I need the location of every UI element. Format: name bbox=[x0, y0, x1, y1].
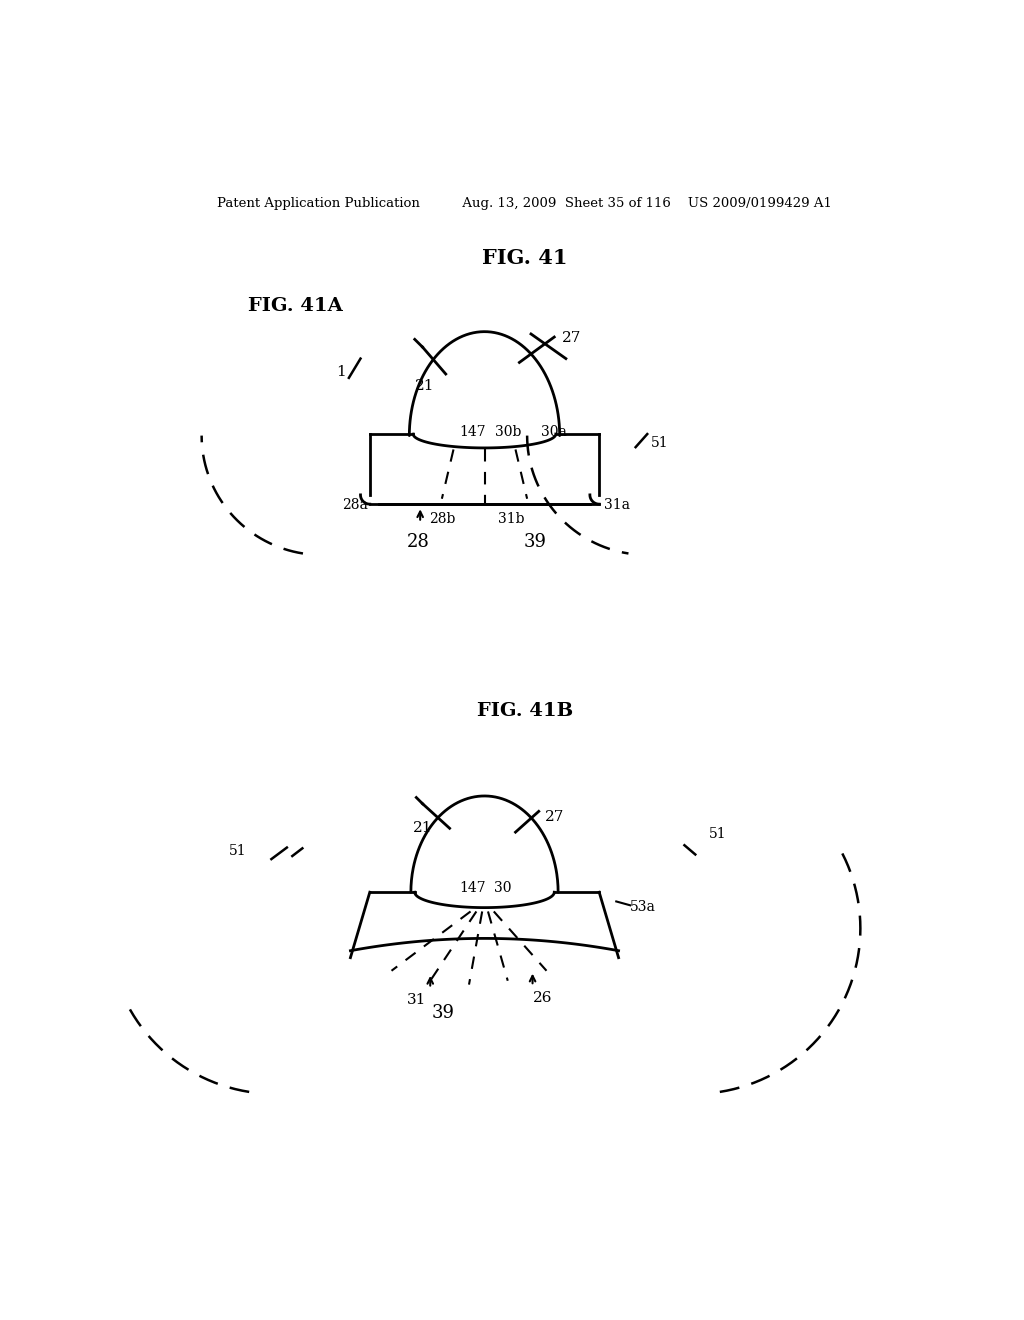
Text: FIG. 41B: FIG. 41B bbox=[477, 702, 572, 721]
Text: 51: 51 bbox=[710, 828, 727, 841]
Text: 51: 51 bbox=[651, 437, 669, 450]
Text: 53a: 53a bbox=[630, 900, 656, 913]
Text: 21: 21 bbox=[414, 821, 433, 836]
Text: 21: 21 bbox=[415, 379, 434, 392]
Text: 30: 30 bbox=[494, 882, 511, 895]
Text: 51: 51 bbox=[228, 845, 247, 858]
Text: 1: 1 bbox=[336, 366, 345, 379]
Text: 27: 27 bbox=[562, 331, 582, 345]
Text: 39: 39 bbox=[523, 533, 546, 550]
Text: 30a: 30a bbox=[541, 425, 567, 438]
Text: 39: 39 bbox=[432, 1005, 455, 1022]
Text: Patent Application Publication          Aug. 13, 2009  Sheet 35 of 116    US 200: Patent Application Publication Aug. 13, … bbox=[217, 197, 833, 210]
Text: 31b: 31b bbox=[499, 512, 525, 525]
Text: 26: 26 bbox=[532, 991, 552, 1005]
Text: 147: 147 bbox=[460, 882, 486, 895]
Text: 28: 28 bbox=[407, 533, 430, 550]
Text: 31: 31 bbox=[407, 993, 426, 1007]
Text: 28a: 28a bbox=[342, 498, 368, 512]
Text: FIG. 41: FIG. 41 bbox=[482, 248, 567, 268]
Text: FIG. 41A: FIG. 41A bbox=[248, 297, 343, 315]
Text: 30b: 30b bbox=[496, 425, 521, 438]
Text: 28b: 28b bbox=[429, 512, 455, 525]
Text: 31a: 31a bbox=[604, 498, 630, 512]
Text: 27: 27 bbox=[545, 809, 564, 824]
Text: 147: 147 bbox=[460, 425, 486, 438]
